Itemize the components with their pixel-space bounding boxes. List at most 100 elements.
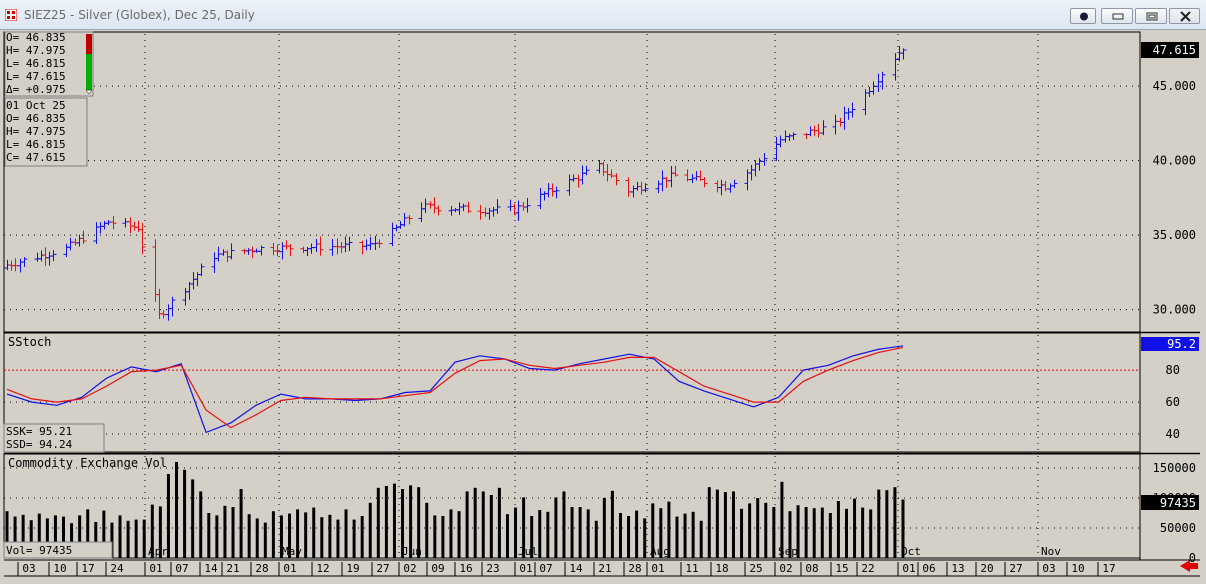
price-panel[interactable] — [3, 31, 1141, 333]
volume-bar — [142, 519, 146, 558]
volume-bar — [29, 520, 33, 558]
volume-bar — [901, 499, 905, 558]
scroll-right-icon[interactable] — [1180, 560, 1198, 572]
price-bar — [672, 165, 679, 177]
volume-bar — [772, 507, 776, 558]
x-axis-day-label: 20 — [980, 562, 993, 575]
date-box: 01 Oct 25 O= 46.835 H= 47.975 L= 46.815 … — [4, 97, 88, 167]
volume-bar — [360, 516, 364, 558]
x-axis-month-label: May — [282, 545, 302, 558]
volume-bar — [877, 489, 881, 558]
ohlc-box: O= 46.835 H= 47.975 L= 46.815 L= 47.615 … — [4, 31, 94, 97]
chart-area[interactable]: 03 10 17 24 01 07 14 21 28 01 12 19 27 02 09 16 23 01 07 14… — [0, 30, 1206, 584]
volume-y-tick: 150000 — [1153, 461, 1196, 475]
price-bar — [317, 236, 324, 256]
volume-bar — [126, 520, 130, 558]
volume-bar — [239, 489, 243, 558]
volume-bar — [134, 519, 138, 558]
x-axis-day-label: 23 — [486, 562, 499, 575]
ohlc-line-3: L= 47.615 — [6, 70, 66, 83]
volume-bar — [118, 515, 122, 558]
x-axis-day-label: 02 — [779, 562, 792, 575]
volume-bar — [869, 509, 873, 558]
price-bar — [553, 186, 560, 199]
x-axis-day-label: 06 — [922, 562, 935, 575]
window-title: SIEZ25 - Silver (Globex), Dec 25, Daily — [24, 8, 255, 22]
x-axis-day-label: 10 — [53, 562, 66, 575]
volume-bar — [53, 515, 57, 558]
x-axis-month-label: Sep — [778, 545, 798, 558]
volume-bar — [505, 514, 509, 558]
x-axis-day-label: 14 — [204, 562, 218, 575]
price-bar — [820, 120, 827, 136]
last-price-value: 47.615 — [1153, 43, 1196, 57]
volume-bar — [336, 519, 340, 558]
x-axis-day-label: 27 — [1009, 562, 1022, 575]
volume-bar — [683, 513, 687, 558]
price-bars — [4, 45, 907, 321]
price-bar — [849, 102, 856, 118]
date-line-1: O= 46.835 — [6, 112, 66, 125]
volume-bar — [21, 514, 25, 558]
price-bar — [701, 177, 708, 188]
volume-bar — [207, 513, 211, 558]
price-y-tick: 45.000 — [1153, 79, 1196, 93]
x-axis-day-label: 17 — [81, 562, 94, 575]
x-axis-day-label: 12 — [316, 562, 329, 575]
volume-bar — [37, 513, 41, 558]
record-button[interactable] — [1070, 8, 1096, 24]
volume-bar — [610, 490, 614, 558]
volume-bar — [820, 507, 824, 558]
x-axis-day-label: 28 — [628, 562, 641, 575]
volume-bar — [522, 497, 526, 558]
volume-bar — [62, 516, 66, 558]
volume-y-tick: 50000 — [1160, 521, 1196, 535]
price-bar — [346, 236, 353, 252]
volume-bar — [409, 485, 413, 558]
date-line-2: H= 47.975 — [6, 125, 66, 138]
minimize-button[interactable] — [1101, 8, 1133, 24]
restore-button[interactable] — [1135, 8, 1167, 24]
price-bar — [258, 245, 265, 256]
price-bar — [406, 215, 413, 225]
price-bar — [110, 216, 117, 230]
record-icon — [1080, 12, 1088, 21]
volume-bar — [392, 483, 396, 558]
x-axis-day-label: 07 — [539, 562, 552, 575]
volume-bar — [441, 516, 445, 558]
stoch-line-ssk — [6, 345, 904, 434]
x-axis-day-label: 01 — [149, 562, 162, 575]
x-axis-day-label: 03 — [22, 562, 35, 575]
price-bar — [761, 153, 768, 166]
close-button[interactable] — [1169, 8, 1200, 24]
ohlc-line-2: L= 46.815 — [6, 57, 66, 70]
volume-bar — [5, 511, 9, 558]
volume-bar — [86, 509, 90, 558]
volume-bar — [70, 523, 74, 558]
volume-bar — [723, 492, 727, 558]
x-axis-month-label: Apr — [148, 545, 168, 558]
volume-bar — [296, 509, 300, 558]
volume-bar — [740, 508, 744, 558]
volume-bar — [288, 513, 292, 558]
stoch-panel[interactable] — [3, 332, 1141, 453]
price-bar — [731, 179, 738, 189]
volume-bar — [401, 489, 405, 558]
app-icon — [5, 9, 17, 21]
volume-bar — [223, 505, 227, 558]
volume-bar — [328, 514, 332, 558]
close-icon — [1180, 11, 1191, 22]
x-axis-month-label: Aug — [650, 545, 670, 558]
volume-bar — [788, 511, 792, 558]
volume-bar — [691, 511, 695, 558]
volume-bar — [885, 490, 889, 558]
volume-bar — [530, 516, 534, 558]
price-bar — [494, 199, 501, 214]
volume-bar — [844, 508, 848, 558]
x-axis-month-label: Jun — [402, 545, 422, 558]
volume-bar — [473, 487, 477, 558]
volume-bar — [231, 507, 235, 558]
x-axis-day-label: 10 — [1071, 562, 1084, 575]
volume-bar — [158, 506, 162, 558]
price-bar — [21, 257, 28, 267]
